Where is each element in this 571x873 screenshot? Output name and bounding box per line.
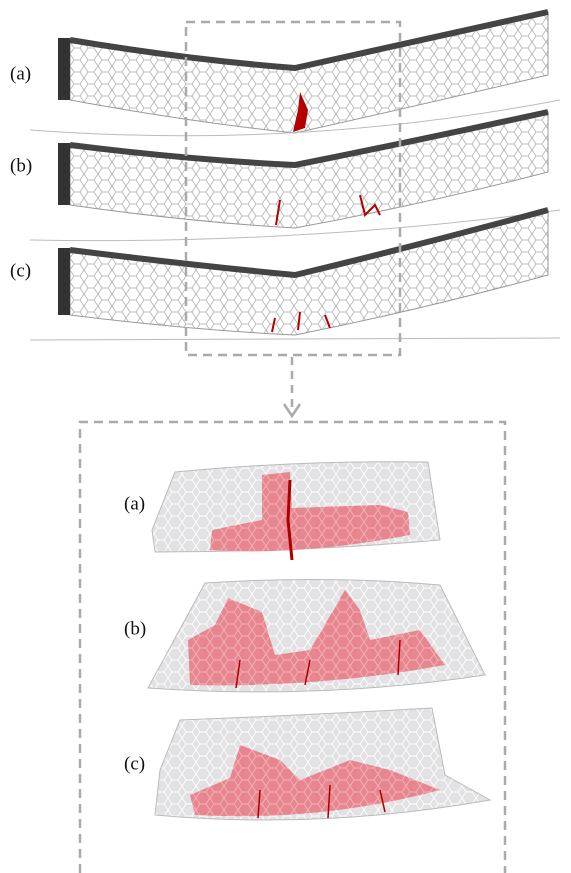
label: (c) [124,753,145,774]
label: (b) [10,155,32,176]
zoom-a [151,461,441,561]
beam-c [29,207,561,341]
detail-box [78,420,507,873]
label: (a) [124,493,145,514]
arrow-head [282,403,302,419]
beam-a [29,9,561,137]
zoom-box [184,20,402,357]
beam-b [29,109,561,242]
label: (b) [124,618,146,639]
zoom-c [154,707,492,821]
label: (a) [10,63,31,84]
label: (c) [10,260,31,281]
zoom-b [147,578,486,693]
